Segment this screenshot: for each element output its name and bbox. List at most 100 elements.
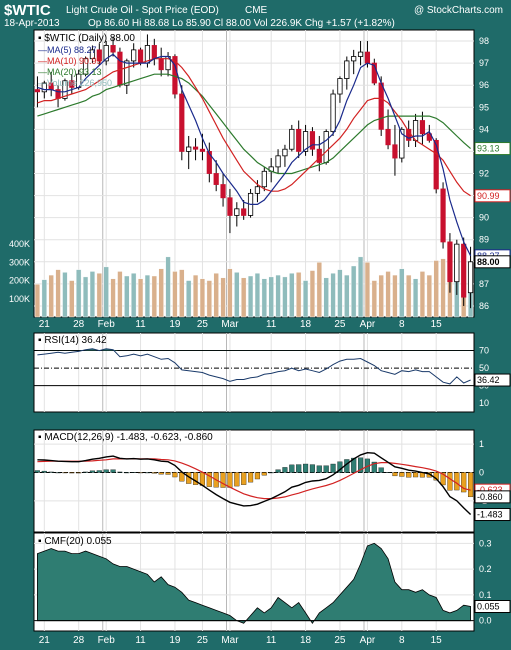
macd-hist-bar — [316, 465, 322, 473]
candle-body — [151, 45, 157, 60]
volume-bar — [316, 262, 322, 318]
cmf-last-label: 0.055 — [477, 602, 500, 612]
candle-body — [330, 93, 336, 132]
macd-hist-bar — [275, 469, 281, 473]
candle-body — [199, 148, 206, 152]
candle-body — [137, 49, 144, 64]
macd-hist-bar — [282, 467, 288, 473]
x-tick-label-top: Mar — [221, 319, 239, 330]
x-tick-label-bottom: Apr — [360, 635, 376, 646]
legend-entry: —MA(5) 88.27 — [38, 45, 97, 55]
candle-body — [261, 170, 267, 188]
volume-bar — [165, 256, 171, 318]
volume-bar — [55, 269, 61, 318]
candle-body — [378, 82, 384, 130]
price-tick-label: 92 — [479, 169, 489, 179]
price-title: ▪ $WTIC (Daily) 88.00 — [38, 33, 135, 44]
price-tick-label: 98 — [479, 36, 489, 46]
volume-bar — [323, 277, 329, 318]
macd-hist-bar — [385, 472, 391, 473]
candle-body — [110, 45, 116, 53]
price-tick-label: 94 — [479, 124, 489, 134]
volume-bar — [302, 280, 309, 318]
volume-bar — [41, 279, 47, 318]
macd-hist-bar — [248, 472, 254, 483]
macd-hist-bar — [144, 472, 150, 474]
candle-body — [103, 45, 109, 62]
candle-body — [351, 56, 357, 62]
volume-bar — [275, 274, 281, 318]
candle-body — [364, 51, 371, 64]
macd-hist-bar — [371, 461, 377, 473]
volume-bar — [406, 274, 412, 318]
candle-body — [461, 243, 467, 298]
volume-bar — [179, 269, 185, 318]
candle-body — [213, 173, 219, 185]
x-tick-label-top: Apr — [360, 319, 376, 330]
x-tick-label-top: 18 — [300, 319, 312, 330]
ma10-line — [37, 58, 471, 197]
watermark: @ StockCharts.com — [413, 5, 503, 16]
macd-hist-bar — [165, 472, 171, 475]
exchange-label: CME — [245, 5, 268, 16]
x-tick-label-bottom: 11 — [135, 635, 146, 646]
volume-bar — [96, 273, 102, 318]
price-right-label: 93.13 — [477, 144, 500, 154]
volume-bar — [296, 272, 302, 318]
macd-hist-bar — [309, 464, 315, 473]
volume-bar — [89, 271, 96, 318]
legend-entry: —MA(10) 90.99 — [38, 56, 102, 66]
candle-body — [302, 131, 309, 152]
candle-body — [96, 49, 102, 62]
volume-bar — [282, 276, 288, 318]
x-tick-label-bottom: 18 — [300, 635, 312, 646]
macd-hist-bar — [62, 472, 68, 474]
macd-hist-bar — [103, 469, 109, 473]
macd-hist-bar — [447, 472, 453, 491]
macd-hist-bar — [83, 471, 89, 473]
candle-body — [282, 148, 288, 157]
macd-hist-bar — [296, 464, 302, 473]
x-tick-label-bottom: 19 — [169, 635, 181, 646]
macd-line — [37, 451, 472, 516]
macd-hist-bar — [206, 472, 212, 487]
volume-bar — [261, 278, 267, 318]
macd-hist-bar — [392, 472, 398, 477]
volume-bar — [268, 276, 274, 318]
ohlc-readout: Op 86.60 Hi 88.68 Lo 85.90 Cl 88.00 Vol … — [88, 18, 395, 29]
volume-bar — [385, 271, 391, 318]
instrument-name: Light Crude Oil - Spot Price (EOD) — [66, 5, 219, 16]
macd-hist-bar — [241, 472, 247, 485]
candle-body — [467, 261, 474, 294]
rsi-line — [37, 348, 471, 385]
macd-hist-bar — [303, 463, 309, 473]
rsi-tick-label: 10 — [479, 398, 489, 408]
candle-body — [69, 80, 75, 88]
macd-right-label: -1.483 — [477, 510, 503, 520]
panel-rsi — [33, 332, 475, 413]
volume-bar — [69, 280, 75, 318]
macd-hist-bar — [158, 472, 164, 475]
cmf-tick-label: 0.2 — [479, 564, 492, 574]
x-tick-label-bottom: 15 — [431, 635, 443, 646]
symbol-title: $WTIC — [4, 2, 51, 19]
volume-bar — [344, 274, 350, 318]
volume-bar — [371, 280, 377, 318]
volume-bar — [254, 273, 261, 318]
macd-right-tag — [474, 508, 511, 522]
macd-hist-bar — [55, 472, 61, 474]
volume-tick-label: 200K — [9, 276, 30, 286]
macd-hist-bar — [378, 467, 384, 473]
macd-hist-bar — [454, 472, 460, 491]
macd-hist-bar — [330, 463, 336, 473]
volume-bar — [131, 273, 137, 318]
candle-body — [234, 208, 240, 216]
volume-bar — [82, 276, 89, 318]
volume-bar — [227, 268, 233, 318]
macd-hist-bar — [69, 472, 75, 474]
candle-body — [392, 144, 398, 159]
candle-body — [227, 197, 233, 216]
macd-hist-bar — [138, 472, 144, 474]
x-tick-label-top: 25 — [334, 319, 346, 330]
